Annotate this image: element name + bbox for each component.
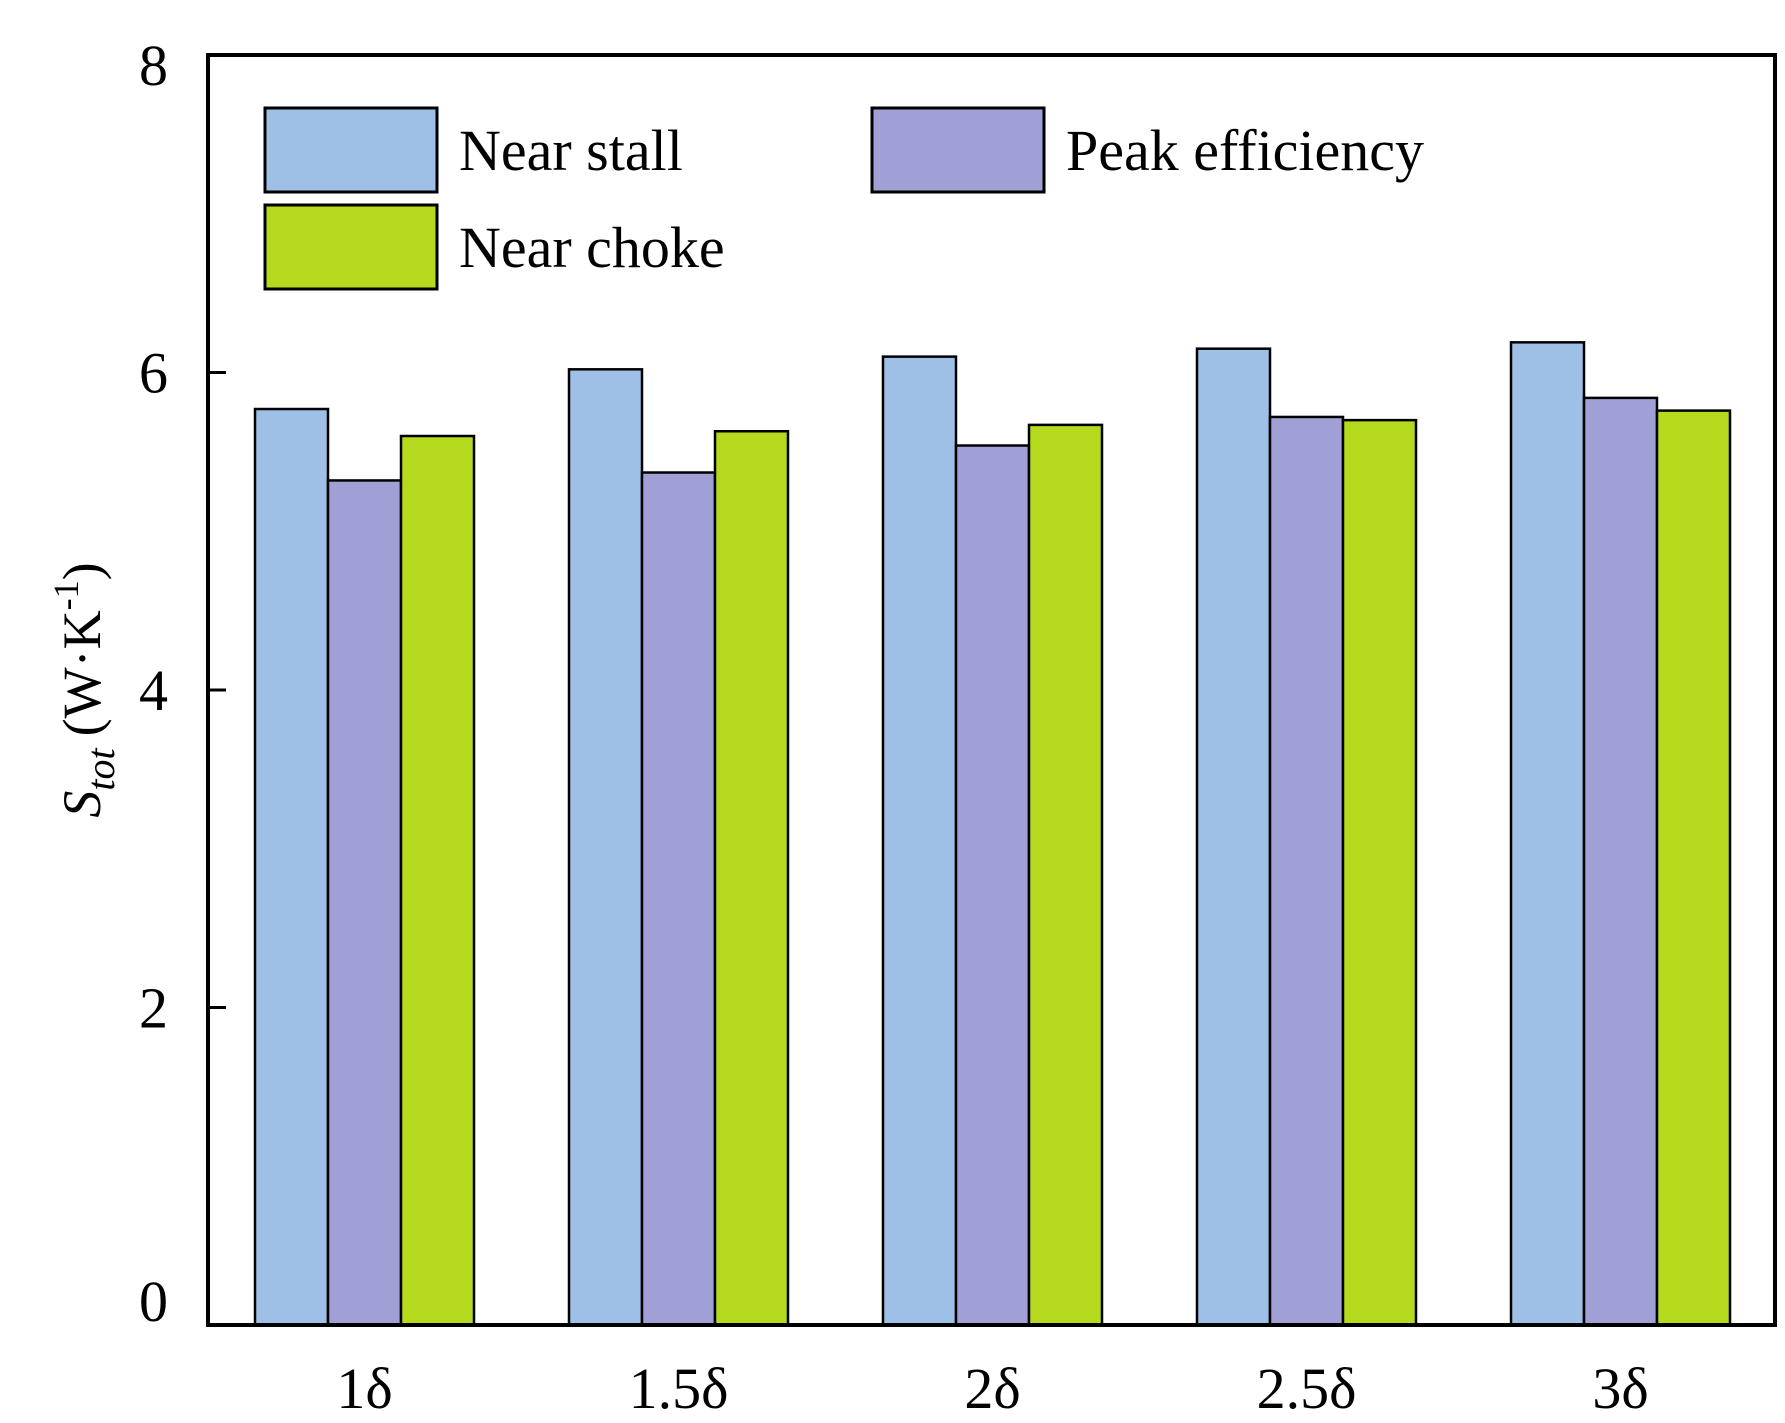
y-axis-label-exponent: -1 [46,580,86,610]
y-tick-label: 0 [139,1269,168,1334]
legend-label-peak-efficiency: Peak efficiency [1066,118,1424,183]
y-tick-label: 2 [139,976,168,1041]
legend-label-near-stall: Near stall [459,118,683,183]
legend-swatch-near-stall [263,106,439,194]
x-tick-label: 2.5δ [1257,1356,1357,1421]
legend: Near stall Peak efficiency Near choke [263,106,1424,291]
bar-peak-efficiency-4 [1268,415,1345,1327]
bars-layer [253,341,1732,1327]
x-tick-label: 1δ [336,1356,392,1421]
y-tick-label: 6 [139,341,168,406]
bar-near-choke-3 [1027,423,1104,1327]
bar-peak-efficiency-2 [640,471,717,1327]
bar-near-choke-1 [399,434,476,1327]
bar-peak-efficiency-3 [954,444,1031,1327]
legend-swatch-peak-efficiency [870,106,1046,194]
x-tick-label: 3δ [1592,1356,1648,1421]
y-axis-label-symbol: S [52,791,112,818]
y-axis-label-close: ) [52,562,112,580]
y-axis: 0 2 4 6 8 [139,33,226,1334]
bar-peak-efficiency-5 [1582,396,1659,1327]
y-axis-label-subscript: tot [78,747,123,790]
x-axis: 1δ 1.5δ 2δ 2.5δ 3δ [336,1356,1648,1421]
x-tick-label: 2δ [964,1356,1020,1421]
x-tick-label: 1.5δ [629,1356,729,1421]
y-axis-label-units: (W·K [52,610,112,736]
legend-swatch-near-choke [263,203,439,291]
bar-near-stall-4 [1195,347,1272,1327]
bar-near-choke-5 [1655,409,1732,1327]
bar-near-stall-3 [881,355,958,1327]
bar-peak-efficiency-1 [326,479,403,1327]
bar-near-choke-2 [713,429,790,1327]
bar-near-stall-2 [567,368,644,1327]
y-tick-label: 8 [139,33,168,98]
bar-near-choke-4 [1341,418,1418,1327]
y-tick-label: 4 [139,658,168,723]
bar-near-stall-5 [1509,341,1586,1327]
y-axis-label: Stot (W·K-1) [46,562,123,817]
legend-label-near-choke: Near choke [459,215,725,280]
bar-near-stall-1 [253,407,330,1327]
